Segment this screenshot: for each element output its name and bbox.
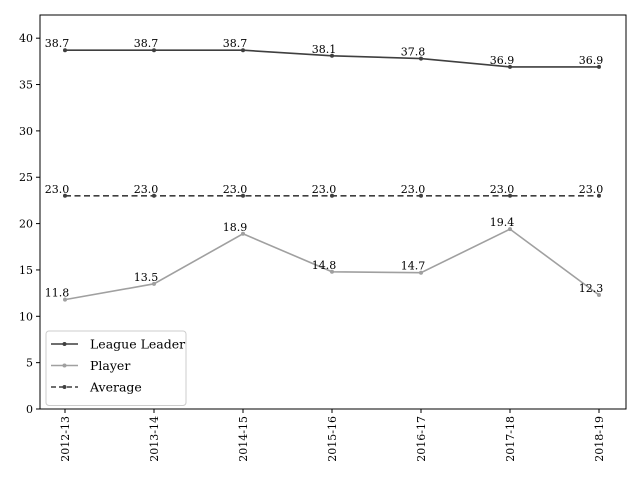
data-point-player bbox=[241, 231, 245, 236]
data-label-player: 14.7 bbox=[401, 260, 426, 273]
data-label-league-leader: 38.7 bbox=[134, 37, 159, 50]
x-tick-label: 2018-19 bbox=[593, 416, 606, 462]
data-point-league-leader bbox=[241, 48, 245, 53]
data-label-league-leader: 38.7 bbox=[223, 37, 248, 50]
data-label-league-leader: 36.9 bbox=[579, 54, 604, 67]
data-point-average bbox=[63, 193, 67, 198]
y-tick-label: 10 bbox=[19, 310, 33, 323]
data-label-player: 18.9 bbox=[223, 221, 248, 234]
legend-label-league-leader: League Leader bbox=[90, 337, 185, 352]
y-tick-label: 35 bbox=[19, 79, 33, 92]
data-point-player bbox=[508, 227, 512, 232]
data-label-average: 23.0 bbox=[401, 183, 426, 196]
x-tick-label: 2016-17 bbox=[415, 416, 428, 462]
data-point-league-leader bbox=[597, 64, 601, 69]
data-label-average: 23.0 bbox=[490, 183, 515, 196]
y-tick-label: 40 bbox=[19, 32, 33, 45]
data-label-player: 13.5 bbox=[134, 271, 159, 284]
axes-frame bbox=[39, 14, 627, 410]
y-tick-label: 20 bbox=[19, 218, 33, 231]
legend: League Leader Player Average bbox=[45, 330, 187, 406]
data-label-average: 23.0 bbox=[134, 183, 159, 196]
data-point-league-leader bbox=[330, 53, 334, 58]
legend-marker-league-leader bbox=[62, 342, 67, 346]
data-label-player: 14.8 bbox=[312, 259, 337, 272]
data-point-average bbox=[508, 193, 512, 198]
data-point-average bbox=[330, 193, 334, 198]
data-point-average bbox=[241, 193, 245, 198]
data-label-average: 23.0 bbox=[223, 183, 248, 196]
x-tick-label: 2015-16 bbox=[326, 416, 339, 462]
data-point-league-leader bbox=[63, 48, 67, 53]
data-point-player bbox=[419, 270, 423, 275]
x-tick-label: 2014-15 bbox=[237, 416, 250, 462]
data-point-league-leader bbox=[152, 48, 156, 53]
y-tick-label: 30 bbox=[19, 125, 33, 138]
data-label-league-leader: 36.9 bbox=[490, 54, 515, 67]
plot-area: 0 5 10 15 20 25 30 35 40 2012-13 2013-14 2014-15 201… bbox=[19, 14, 627, 462]
data-point-player bbox=[152, 281, 156, 286]
y-tick-label: 5 bbox=[26, 357, 33, 370]
data-label-average: 23.0 bbox=[579, 183, 604, 196]
data-label-league-leader: 38.1 bbox=[312, 43, 337, 56]
y-tick-label: 25 bbox=[19, 171, 33, 184]
legend-label-player: Player bbox=[90, 358, 130, 373]
data-point-player bbox=[330, 269, 334, 274]
data-label-player: 11.8 bbox=[45, 287, 70, 300]
data-point-average bbox=[419, 193, 423, 198]
data-label-player: 12.3 bbox=[579, 282, 604, 295]
data-point-player bbox=[597, 292, 601, 297]
data-point-league-leader bbox=[508, 64, 512, 69]
data-label-player: 19.4 bbox=[490, 216, 515, 229]
data-point-player bbox=[63, 297, 67, 302]
data-label-average: 23.0 bbox=[312, 183, 337, 196]
data-point-average bbox=[597, 193, 601, 198]
y-tick-label: 15 bbox=[19, 264, 33, 277]
x-tick-label: 2012-13 bbox=[59, 416, 72, 462]
data-point-league-leader bbox=[419, 56, 423, 61]
y-tick-label: 0 bbox=[26, 403, 33, 416]
data-label-league-leader: 38.7 bbox=[45, 37, 70, 50]
data-label-average: 23.0 bbox=[45, 183, 70, 196]
data-point-average bbox=[152, 193, 156, 198]
x-tick-label: 2013-14 bbox=[148, 416, 161, 462]
data-label-league-leader: 37.8 bbox=[401, 46, 426, 59]
legend-marker-player bbox=[62, 363, 67, 368]
legend-label-average: Average bbox=[89, 380, 142, 395]
x-tick-label: 2017-18 bbox=[504, 416, 517, 462]
legend-marker-average bbox=[62, 385, 67, 389]
legend-box bbox=[45, 330, 187, 406]
